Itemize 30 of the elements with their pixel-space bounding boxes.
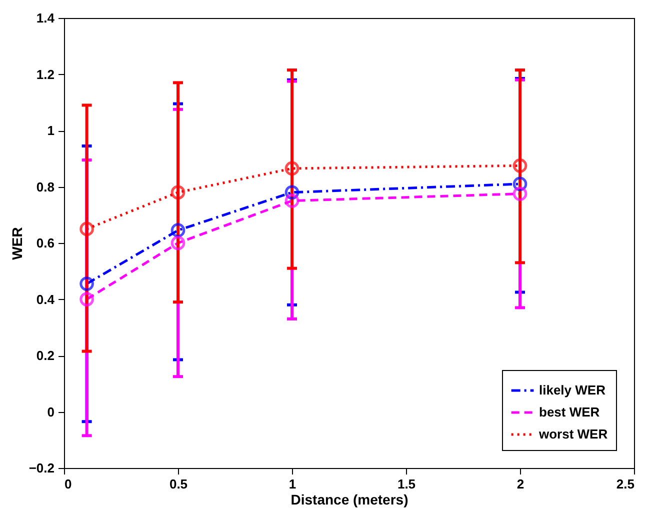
- point: [170, 185, 186, 200]
- point: [170, 223, 186, 238]
- y-tick-label: −0.2: [28, 460, 54, 476]
- x-tick-label: 1: [288, 476, 296, 492]
- y-tick-label: 0.2: [36, 348, 54, 363]
- y-tick-label: 1.4: [36, 10, 56, 26]
- x-tick-label: 2.5: [616, 476, 634, 492]
- y-tick-label: 1.2: [36, 66, 54, 82]
- point: [80, 292, 94, 306]
- legend-label: worst WER: [538, 426, 608, 442]
- y-axis-title: WER: [8, 227, 25, 260]
- y-tick-label: 0.8: [36, 179, 54, 194]
- x-tick-label: 0.5: [169, 476, 188, 492]
- y-tick-label: 0.6: [36, 236, 54, 250]
- point: [170, 236, 186, 250]
- x-tick-label: 2: [516, 476, 524, 492]
- y-tick-label: 0: [47, 404, 54, 420]
- legend-label: best WER: [539, 404, 600, 420]
- point: [80, 276, 94, 291]
- point: [512, 186, 528, 201]
- y-tick-label: 0.4: [36, 292, 56, 307]
- point: [512, 158, 528, 173]
- point: [284, 194, 300, 208]
- point: [80, 222, 94, 236]
- legend-label: likely WER: [539, 382, 606, 398]
- y-tick-label: 1: [47, 123, 54, 138]
- point: [284, 161, 300, 176]
- x-tick-label: 1.5: [397, 476, 416, 492]
- x-axis-title: Distance (meters): [290, 492, 408, 508]
- x-tick-label: 0: [64, 476, 72, 492]
